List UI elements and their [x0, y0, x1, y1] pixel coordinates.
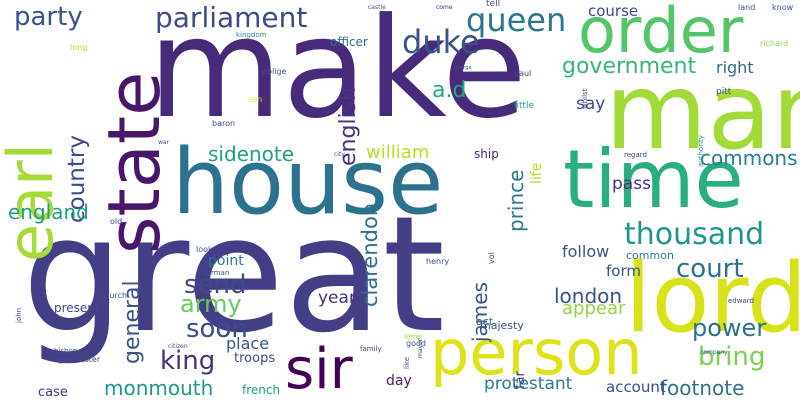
cloud-word: bring	[698, 342, 766, 372]
cloud-word: william	[366, 142, 430, 163]
cloud-word: present	[54, 301, 100, 315]
cloud-word: old	[110, 217, 123, 226]
cloud-word: parliament	[155, 1, 308, 34]
cloud-word: power	[692, 314, 767, 342]
cloud-word: come	[436, 4, 453, 11]
cloud-word: mayor	[417, 338, 424, 358]
cloud-word: footnote	[660, 376, 745, 400]
cloud-word: john	[15, 307, 23, 323]
cloud-word: authority	[697, 135, 705, 167]
cloud-word: city	[334, 151, 345, 158]
cloud-word: course	[588, 2, 639, 20]
cloud-word: point	[208, 253, 244, 269]
cloud-word: french	[242, 383, 281, 397]
cloud-word: a.d	[432, 78, 467, 103]
cloud-word: government	[562, 54, 697, 79]
cloud-word: year	[318, 288, 356, 308]
cloud-word: thousand	[624, 217, 765, 252]
cloud-word: baron	[212, 119, 236, 128]
cloud-word: life	[529, 162, 545, 184]
cloud-word: follow	[562, 242, 610, 261]
cloud-word: paul	[514, 69, 532, 78]
cloud-word: whilst	[581, 88, 589, 109]
cloud-word: long	[70, 43, 88, 52]
cloud-word: order	[578, 0, 744, 67]
cloud-word: king	[160, 346, 216, 376]
cloud-word: family	[360, 345, 382, 353]
cloud-word: make	[148, 0, 527, 149]
cloud-word: alderman	[196, 269, 230, 277]
cloud-word: edward	[728, 297, 754, 305]
cloud-word: company	[700, 349, 728, 356]
cloud-word: land	[738, 3, 756, 12]
cloud-word: day	[386, 373, 412, 389]
cloud-word: church	[100, 291, 128, 300]
cloud-word: right	[716, 58, 754, 77]
cloud-word: tell	[486, 0, 501, 9]
cloud-word: like	[403, 356, 411, 369]
cloud-word: queen	[466, 1, 567, 39]
cloud-word: richard	[760, 39, 789, 48]
cloud-word: send	[184, 270, 247, 300]
cloud-word: soon	[186, 314, 248, 344]
cloud-word: army	[180, 290, 242, 318]
cloud-word: place	[226, 334, 270, 353]
cloud-word: time	[563, 133, 744, 226]
cloud-word: gloucester	[58, 355, 101, 364]
cloud-word: state	[92, 71, 176, 254]
cloud-word: england	[8, 200, 89, 224]
cloud-word: case	[38, 385, 68, 400]
cloud-word: prince	[504, 169, 528, 232]
cloud-word: say	[576, 94, 606, 114]
cloud-word: little	[514, 101, 535, 111]
cloud-word: house	[172, 130, 444, 235]
cloud-word: good	[406, 339, 426, 348]
cloud-word: account	[606, 378, 666, 396]
cloud-word: court	[676, 254, 744, 284]
cloud-word: appear	[562, 298, 626, 319]
cloud-word: act	[476, 315, 494, 328]
cloud-word: great	[22, 181, 446, 368]
cloud-word: oblige	[262, 67, 287, 76]
cloud-word: know	[772, 3, 794, 12]
cloud-word: pitt	[716, 87, 732, 97]
cloud-word: son	[248, 95, 263, 104]
cloud-word: monmouth	[104, 376, 214, 400]
cloud-word: commons	[700, 146, 798, 170]
cloud-word: kingdom	[236, 31, 267, 39]
cloud-word: vol	[487, 252, 496, 264]
cloud-word: pass	[612, 174, 651, 194]
cloud-word: far	[513, 371, 528, 389]
cloud-word: form	[606, 262, 641, 280]
cloud-word: duke	[402, 23, 480, 61]
cloud-word: troops	[234, 351, 276, 366]
cloud-word: officer	[330, 35, 368, 49]
cloud-word: lord	[625, 244, 800, 354]
cloud-word: regard	[624, 151, 647, 159]
cloud-word: clarendon	[358, 202, 382, 307]
cloud-word: citizen	[168, 343, 188, 350]
cloud-word: common	[626, 249, 674, 262]
cloud-word: man	[605, 51, 800, 173]
cloud-word: ship	[474, 147, 499, 161]
cloud-word: person	[430, 316, 643, 389]
cloud-word: protestant	[484, 374, 573, 394]
cloud-word: sidenote	[208, 142, 295, 166]
cloud-word: bishop	[54, 347, 78, 355]
cloud-word: george	[454, 65, 472, 71]
cloud-word: look	[196, 245, 213, 254]
cloud-word: castle	[368, 4, 386, 11]
cloud-word: james	[468, 281, 492, 342]
cloud-word: majesty	[480, 319, 524, 332]
cloud-word: sir	[285, 337, 353, 400]
cloud-word: party	[14, 2, 83, 32]
cloud-word: london	[554, 284, 623, 308]
cloud-word: henry	[426, 257, 450, 266]
cloud-word: war	[158, 139, 170, 146]
cloud-word: letter	[404, 333, 423, 341]
